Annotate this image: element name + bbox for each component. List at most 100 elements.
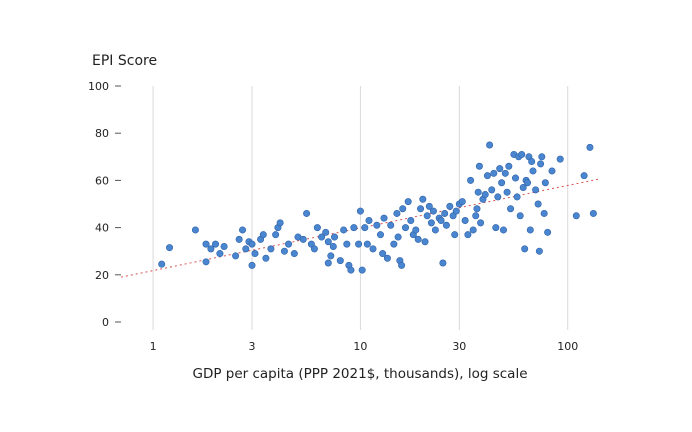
scatter-point [276,219,284,227]
x-tick-label: 10 [353,340,367,353]
scatter-point [290,250,298,258]
scatter-point [501,169,509,177]
scatter-point [452,207,460,215]
scatter-point [331,233,339,241]
scatter-point [472,212,480,220]
scatter-point [469,226,477,234]
scatter-point [548,167,556,175]
scatter-point [544,228,552,236]
y-tick-label: 0 [102,316,109,329]
scatter-point [473,205,481,213]
scatter-point [427,219,435,227]
scatter-point [310,245,318,253]
scatter-point [262,254,270,262]
scatter-point [380,214,388,222]
scatter-point [412,226,420,234]
scatter-point [429,207,437,215]
scatter-point [486,141,494,149]
scatter-point [496,165,504,173]
scatter-point [267,245,275,253]
scatter-point [526,226,534,234]
scatter-point [242,245,250,253]
scatter-point [239,226,247,234]
scatter-point [483,172,491,180]
scatter-point [393,209,401,217]
scatter-point [404,198,412,206]
scatter-point [347,266,355,274]
scatter-point [477,219,485,227]
data-points [158,141,597,274]
scatter-point [414,235,422,243]
scatter-point [529,167,537,175]
scatter-point [324,238,332,246]
y-tick-label: 20 [95,269,109,282]
scatter-point [535,247,543,255]
scatter-point [303,209,311,217]
scatter-point [232,252,240,260]
scatter-point [488,186,496,194]
scatter-point [490,169,498,177]
x-axis-title: GDP per capita (PPP 2021$, thousands), l… [192,366,527,382]
scatter-point [586,143,594,151]
scatter-point [541,179,549,187]
scatter-point [431,226,439,234]
scatter-point [423,212,431,220]
scatter-point [492,224,500,232]
scatter-point [212,240,220,248]
scatter-point [540,209,548,217]
scatter-point [451,231,459,239]
scatter-point [589,209,597,217]
scatter-point [394,233,402,241]
scatter-point [327,252,335,260]
scatter-point [505,162,513,170]
scatter-point [259,231,267,239]
scatter-point [512,174,520,182]
scatter-point [580,172,588,180]
scatter-point [158,260,166,268]
scatter-point [280,247,288,255]
scatter-point [538,153,546,161]
scatter-point [350,224,358,232]
scatter-point [439,259,447,267]
scatter-point [498,179,506,187]
scatter-point [437,217,445,225]
scatter-point [285,240,293,248]
scatter-point [272,231,280,239]
y-axis-title: EPI Score [92,53,157,69]
scatter-point [387,221,395,229]
scatter-point [390,240,398,248]
scatter-point [340,226,348,234]
scatter-point [442,221,450,229]
scatter-point [467,176,475,184]
y-tick-label: 100 [88,80,109,93]
scatter-point [419,195,427,203]
x-tick-label: 1 [150,340,157,353]
scatter-point [494,193,502,201]
scatter-point [556,155,564,163]
y-tick-label: 60 [95,174,109,187]
scatter-point [503,188,511,196]
scatter-point [166,244,174,252]
scatter-point [361,224,369,232]
scatter-point [373,221,381,229]
scatter-point [329,242,337,250]
scatter-point [425,202,433,210]
scatter-point [519,183,527,191]
scatter-point [202,240,210,248]
scatter-point [358,266,366,274]
scatter-point [407,217,415,225]
scatter-point [363,240,371,248]
scatter-point [524,179,532,187]
scatter-point [518,150,526,158]
scatter-point [532,186,540,194]
scatter-point [401,224,409,232]
scatter-point [191,226,199,234]
scatter-point [399,205,407,213]
scatter-point [499,226,507,234]
scatter-point [251,250,259,258]
scatter-point [528,158,536,166]
scatter-point [461,217,469,225]
x-tick-label: 100 [557,340,578,353]
scatter-point [417,205,425,213]
